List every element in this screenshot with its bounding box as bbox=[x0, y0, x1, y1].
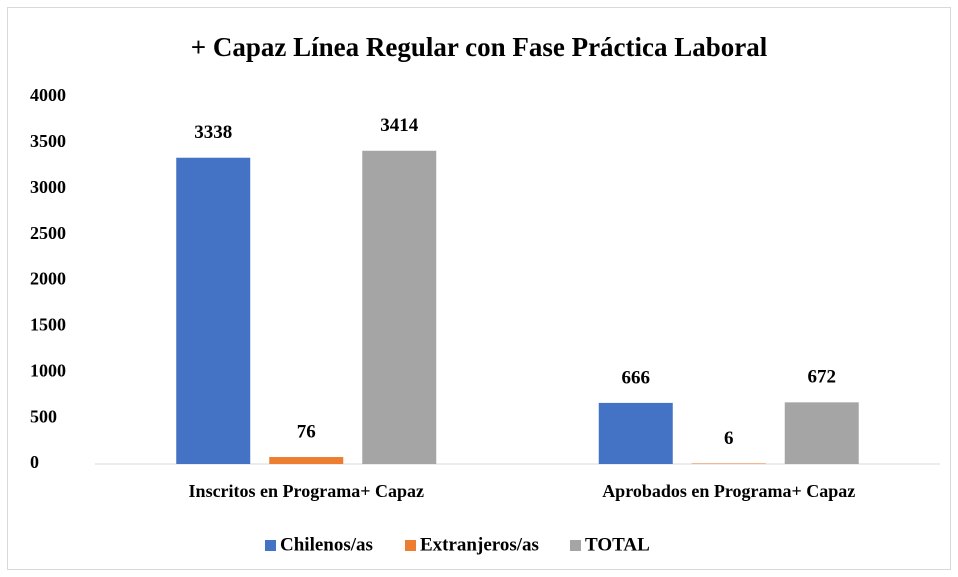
value-label: 666 bbox=[622, 367, 651, 388]
y-tick-label: 2500 bbox=[30, 223, 66, 243]
value-label: 3338 bbox=[194, 122, 232, 143]
y-tick-label: 3500 bbox=[30, 131, 66, 151]
legend-label: Chilenos/as bbox=[280, 534, 373, 555]
y-tick-label: 500 bbox=[30, 406, 57, 426]
legend-swatch bbox=[265, 540, 276, 551]
y-tick-label: 2000 bbox=[30, 269, 66, 289]
bar bbox=[784, 402, 859, 464]
x-tick-label: Aprobados en Programa+ Capaz bbox=[602, 481, 855, 501]
legend-label: Extranjeros/as bbox=[420, 534, 539, 555]
chart-title: + Capaz Línea Regular con Fase Práctica … bbox=[191, 32, 768, 62]
value-label: 76 bbox=[297, 421, 316, 442]
value-label: 6 bbox=[724, 428, 734, 449]
bar bbox=[269, 457, 344, 464]
y-tick-label: 3000 bbox=[30, 177, 66, 197]
y-tick-label: 1500 bbox=[30, 315, 66, 335]
y-tick-label: 1000 bbox=[30, 360, 66, 380]
y-tick-label: 4000 bbox=[30, 85, 66, 105]
x-tick-label: Inscritos en Programa+ Capaz bbox=[189, 481, 424, 501]
legend-label: TOTAL bbox=[585, 534, 650, 555]
legend-swatch bbox=[570, 540, 581, 551]
bar bbox=[598, 402, 673, 464]
y-tick-label: 0 bbox=[30, 452, 39, 472]
chart-border bbox=[7, 7, 951, 570]
value-label: 3414 bbox=[380, 115, 419, 136]
bar bbox=[691, 463, 766, 464]
bar bbox=[362, 150, 437, 464]
value-label: 672 bbox=[808, 367, 837, 388]
legend-swatch bbox=[405, 540, 416, 551]
bar bbox=[176, 157, 251, 464]
